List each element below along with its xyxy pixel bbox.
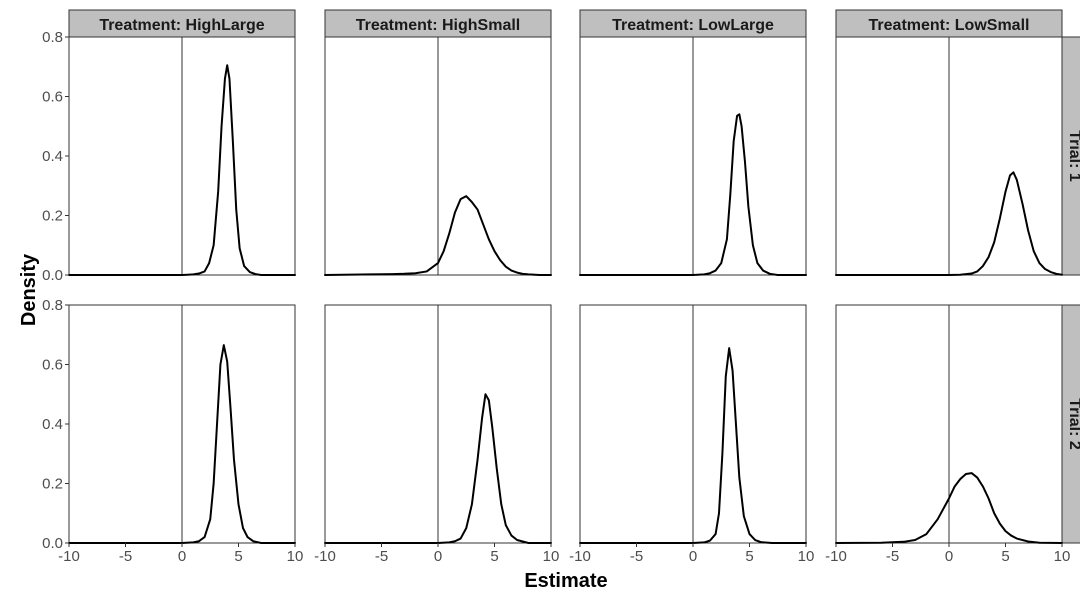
- x-tick-label: -5: [375, 548, 388, 565]
- x-tick-label: 10: [798, 548, 815, 565]
- y-tick-label: 0.0: [42, 535, 63, 552]
- x-tick-label: 5: [1001, 548, 1009, 565]
- x-axis-title: Estimate: [524, 570, 607, 591]
- column-strip: [68, 9, 296, 38]
- x-tick-label: 10: [287, 548, 304, 565]
- x-tick-label: -10: [58, 548, 80, 565]
- y-tick-label: 0.2: [42, 476, 63, 493]
- x-tick-label: -10: [569, 548, 591, 565]
- x-tick-label: 5: [234, 548, 242, 565]
- facet-strips: Treatment: HighLarge Treatment: HighSmall…: [68, 9, 1080, 544]
- column-strip: [579, 9, 807, 38]
- y-tick-label: 0.2: [42, 208, 63, 225]
- y-tick-label: 0.8: [42, 297, 63, 314]
- y-axis-title: Density: [18, 253, 40, 326]
- column-strip: [835, 9, 1063, 38]
- density-curve: [835, 171, 1063, 276]
- column-strip-label: Treatment: LowLarge: [612, 17, 774, 34]
- density-curve: [579, 113, 807, 276]
- column-strip-label: Treatment: HighSmall: [356, 17, 520, 34]
- density-curve: [68, 344, 296, 544]
- x-tick-label: -5: [630, 548, 643, 565]
- x-tick-label: 10: [543, 548, 560, 565]
- y-tick-label: 0.8: [42, 29, 63, 46]
- x-tick-label: 10: [1054, 548, 1071, 565]
- y-tick-label: 0.6: [42, 89, 63, 106]
- x-tick-label: -10: [314, 548, 336, 565]
- x-tick-label: -10: [825, 548, 847, 565]
- y-tick-label: 0.0: [42, 267, 63, 284]
- column-strip-label: Treatment: HighLarge: [99, 17, 264, 34]
- density-curve: [324, 393, 552, 544]
- row-strip-label: Trial: 2: [1066, 398, 1080, 450]
- x-tick-label: -5: [119, 548, 132, 565]
- x-tick-label: 5: [490, 548, 498, 565]
- y-tick-label: 0.4: [42, 416, 63, 433]
- column-strip-label: Treatment: LowSmall: [869, 17, 1030, 34]
- row-strip-label: Trial: 1: [1066, 130, 1080, 182]
- x-tick-label: -5: [886, 548, 899, 565]
- density-curve: [68, 64, 296, 276]
- y-tick-label: 0.4: [42, 148, 63, 165]
- density-curve: [835, 472, 1063, 544]
- x-tick-label: 0: [945, 548, 953, 565]
- facet-panels: [68, 36, 1063, 544]
- axis-ticks: 0.00.20.40.60.80.00.20.40.60.8-10 -5 0 5 10-…: [42, 29, 1070, 565]
- x-tick-label: 0: [178, 548, 186, 565]
- x-tick-label: 0: [689, 548, 697, 565]
- density-curve: [324, 195, 552, 276]
- y-tick-label: 0.6: [42, 357, 63, 374]
- density-curve: [579, 347, 807, 544]
- x-tick-label: 5: [745, 548, 753, 565]
- x-tick-label: 0: [434, 548, 442, 565]
